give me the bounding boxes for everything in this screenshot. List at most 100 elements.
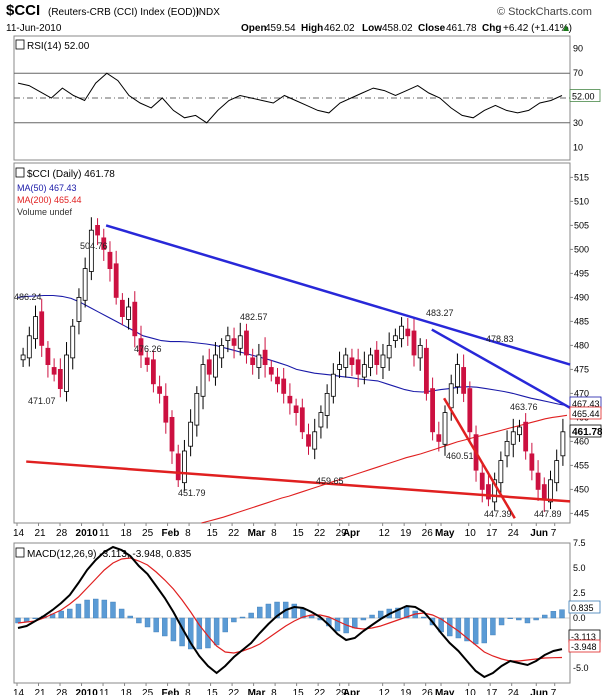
macd-histogram-bar (187, 617, 194, 650)
candle-body (312, 431, 318, 450)
price-last-value: 467.43 (572, 399, 600, 409)
candle-body (113, 263, 119, 298)
candle-body (132, 301, 138, 337)
macd-histogram-bar (170, 617, 177, 642)
ma200-line (201, 414, 568, 524)
candle-body (337, 364, 342, 370)
trendline (105, 224, 571, 366)
candle-body (554, 460, 560, 484)
price-x-tick-label: 8 (271, 528, 277, 539)
macd-histogram-bar (472, 617, 479, 645)
legend-price: $CCI (Daily) 461.78 (27, 169, 115, 180)
macd-x-tick-label: 12 (379, 688, 391, 695)
price-last-value-box (569, 424, 602, 438)
candle-body (361, 364, 367, 378)
macd-histogram-bar (265, 603, 272, 619)
macd-x-tick-label: 8 (271, 688, 277, 695)
rsi-layer: 103050709052.00 (14, 43, 601, 153)
price-x-tick-label: 21 (35, 528, 47, 539)
price-x-tick-label: 25 (142, 528, 154, 539)
rsi-title: RSI(14) 52.00 (27, 41, 90, 52)
macd-histogram-bar (334, 617, 341, 632)
macd-x-tick-label: 2010 (76, 688, 99, 695)
macd-x-tick-label: 19 (400, 688, 412, 695)
symbol: $CCI (6, 2, 40, 19)
chart-header: $CCI (Reuters-CRB (CCI) Index (EOD)) IND… (6, 2, 592, 34)
macd-histogram-bar (110, 601, 116, 619)
candle-body (119, 299, 125, 317)
price-x-tick-label: 15 (293, 528, 305, 539)
macd-histogram-bar (274, 601, 280, 619)
price-x-tick-label: 28 (56, 528, 68, 539)
macd-layer: -5.0-2.50.02.55.07.50.835-3.113-3.948 (14, 538, 601, 679)
price-x-tick-label: 2010 (76, 528, 99, 539)
macd-x-tick-label: May (435, 688, 455, 695)
macd-histogram-bar (222, 617, 228, 633)
macd-histogram-bar (213, 617, 220, 646)
macd-histogram-bar (75, 603, 82, 619)
macd-histogram-bar (421, 616, 427, 619)
price-tick-label: 485 (574, 316, 589, 326)
candle-body (76, 296, 82, 322)
legend-ma200: MA(200) 465.44 (17, 195, 82, 205)
price-x-tick-label: Apr (343, 528, 360, 539)
trendline (26, 460, 571, 503)
macd-histogram-bar (136, 617, 142, 624)
macd-last-value: -3.113 (571, 632, 596, 642)
macd-histogram-bar (395, 607, 401, 619)
price-x-tick-label: 7 (551, 528, 557, 539)
macd-x-tick-label: 28 (56, 688, 68, 695)
x-axis-layer: 14142121282820102010111118182525FebFeb88… (13, 523, 557, 695)
price-legend: $CCI (Daily) 461.78 MA(50) 467.43 MA(200… (15, 167, 115, 217)
price-x-tick-label: Mar (248, 528, 266, 539)
candle-body (380, 354, 386, 368)
macd-tick-label: -5.0 (573, 663, 589, 673)
macd-histogram-bar (67, 608, 73, 619)
macd-x-tick-label: 14 (13, 688, 25, 695)
price-tick-label: 470 (574, 388, 589, 398)
macd-x-tick-label: 15 (207, 688, 219, 695)
candle-body (461, 367, 467, 394)
price-tick-label: 475 (574, 364, 589, 374)
rsi-tick-label: 30 (573, 118, 583, 128)
candle-body (256, 354, 262, 368)
price-annotation: 459.65 (316, 476, 344, 486)
macd-histogram-bar (464, 617, 470, 642)
price-layer: 4454504554604654704754804854904955005055… (14, 172, 602, 524)
macd-histogram-bar (127, 615, 133, 619)
macd-histogram-bar (490, 617, 496, 636)
macd-tick-label: 2.5 (573, 588, 586, 598)
price-annotation: 478.83 (486, 334, 514, 344)
price-tick-label: 505 (574, 220, 589, 230)
price-x-tick-label: 19 (400, 528, 412, 539)
macd-x-tick-label: Feb (162, 688, 180, 695)
candle-body (268, 367, 274, 375)
price-x-tick-label: 10 (465, 528, 477, 539)
candle-body (138, 338, 144, 356)
rsi-tick-label: 10 (573, 143, 583, 153)
candle-body (287, 395, 293, 404)
candle-body (26, 335, 32, 359)
candle-body (486, 484, 491, 500)
candle-body (262, 349, 268, 366)
macd-x-tick-label: 7 (551, 688, 557, 695)
candle-body (324, 392, 330, 416)
candle-body (318, 412, 324, 428)
price-x-tick-label: 24 (508, 528, 520, 539)
price-annotation: 476.26 (134, 344, 162, 354)
high-value: 462.02 (324, 23, 355, 34)
candle-body (498, 460, 504, 484)
candle-body (349, 357, 355, 366)
price-annotation: 471.07 (28, 396, 56, 406)
price-annotation: 486.24 (14, 292, 42, 302)
price-x-tick-label: 11 (99, 528, 110, 539)
macd-histogram-bar (231, 617, 237, 623)
macd-histogram-bar (455, 617, 462, 639)
candle-body (529, 453, 535, 471)
macd-histogram-bar (559, 609, 565, 619)
price-tick-label: 480 (574, 340, 589, 350)
price-x-tick-label: 15 (207, 528, 219, 539)
macd-x-tick-label: 22 (314, 688, 326, 695)
price-tick-label: 510 (574, 196, 589, 206)
rsi-tick-label: 70 (573, 68, 583, 78)
